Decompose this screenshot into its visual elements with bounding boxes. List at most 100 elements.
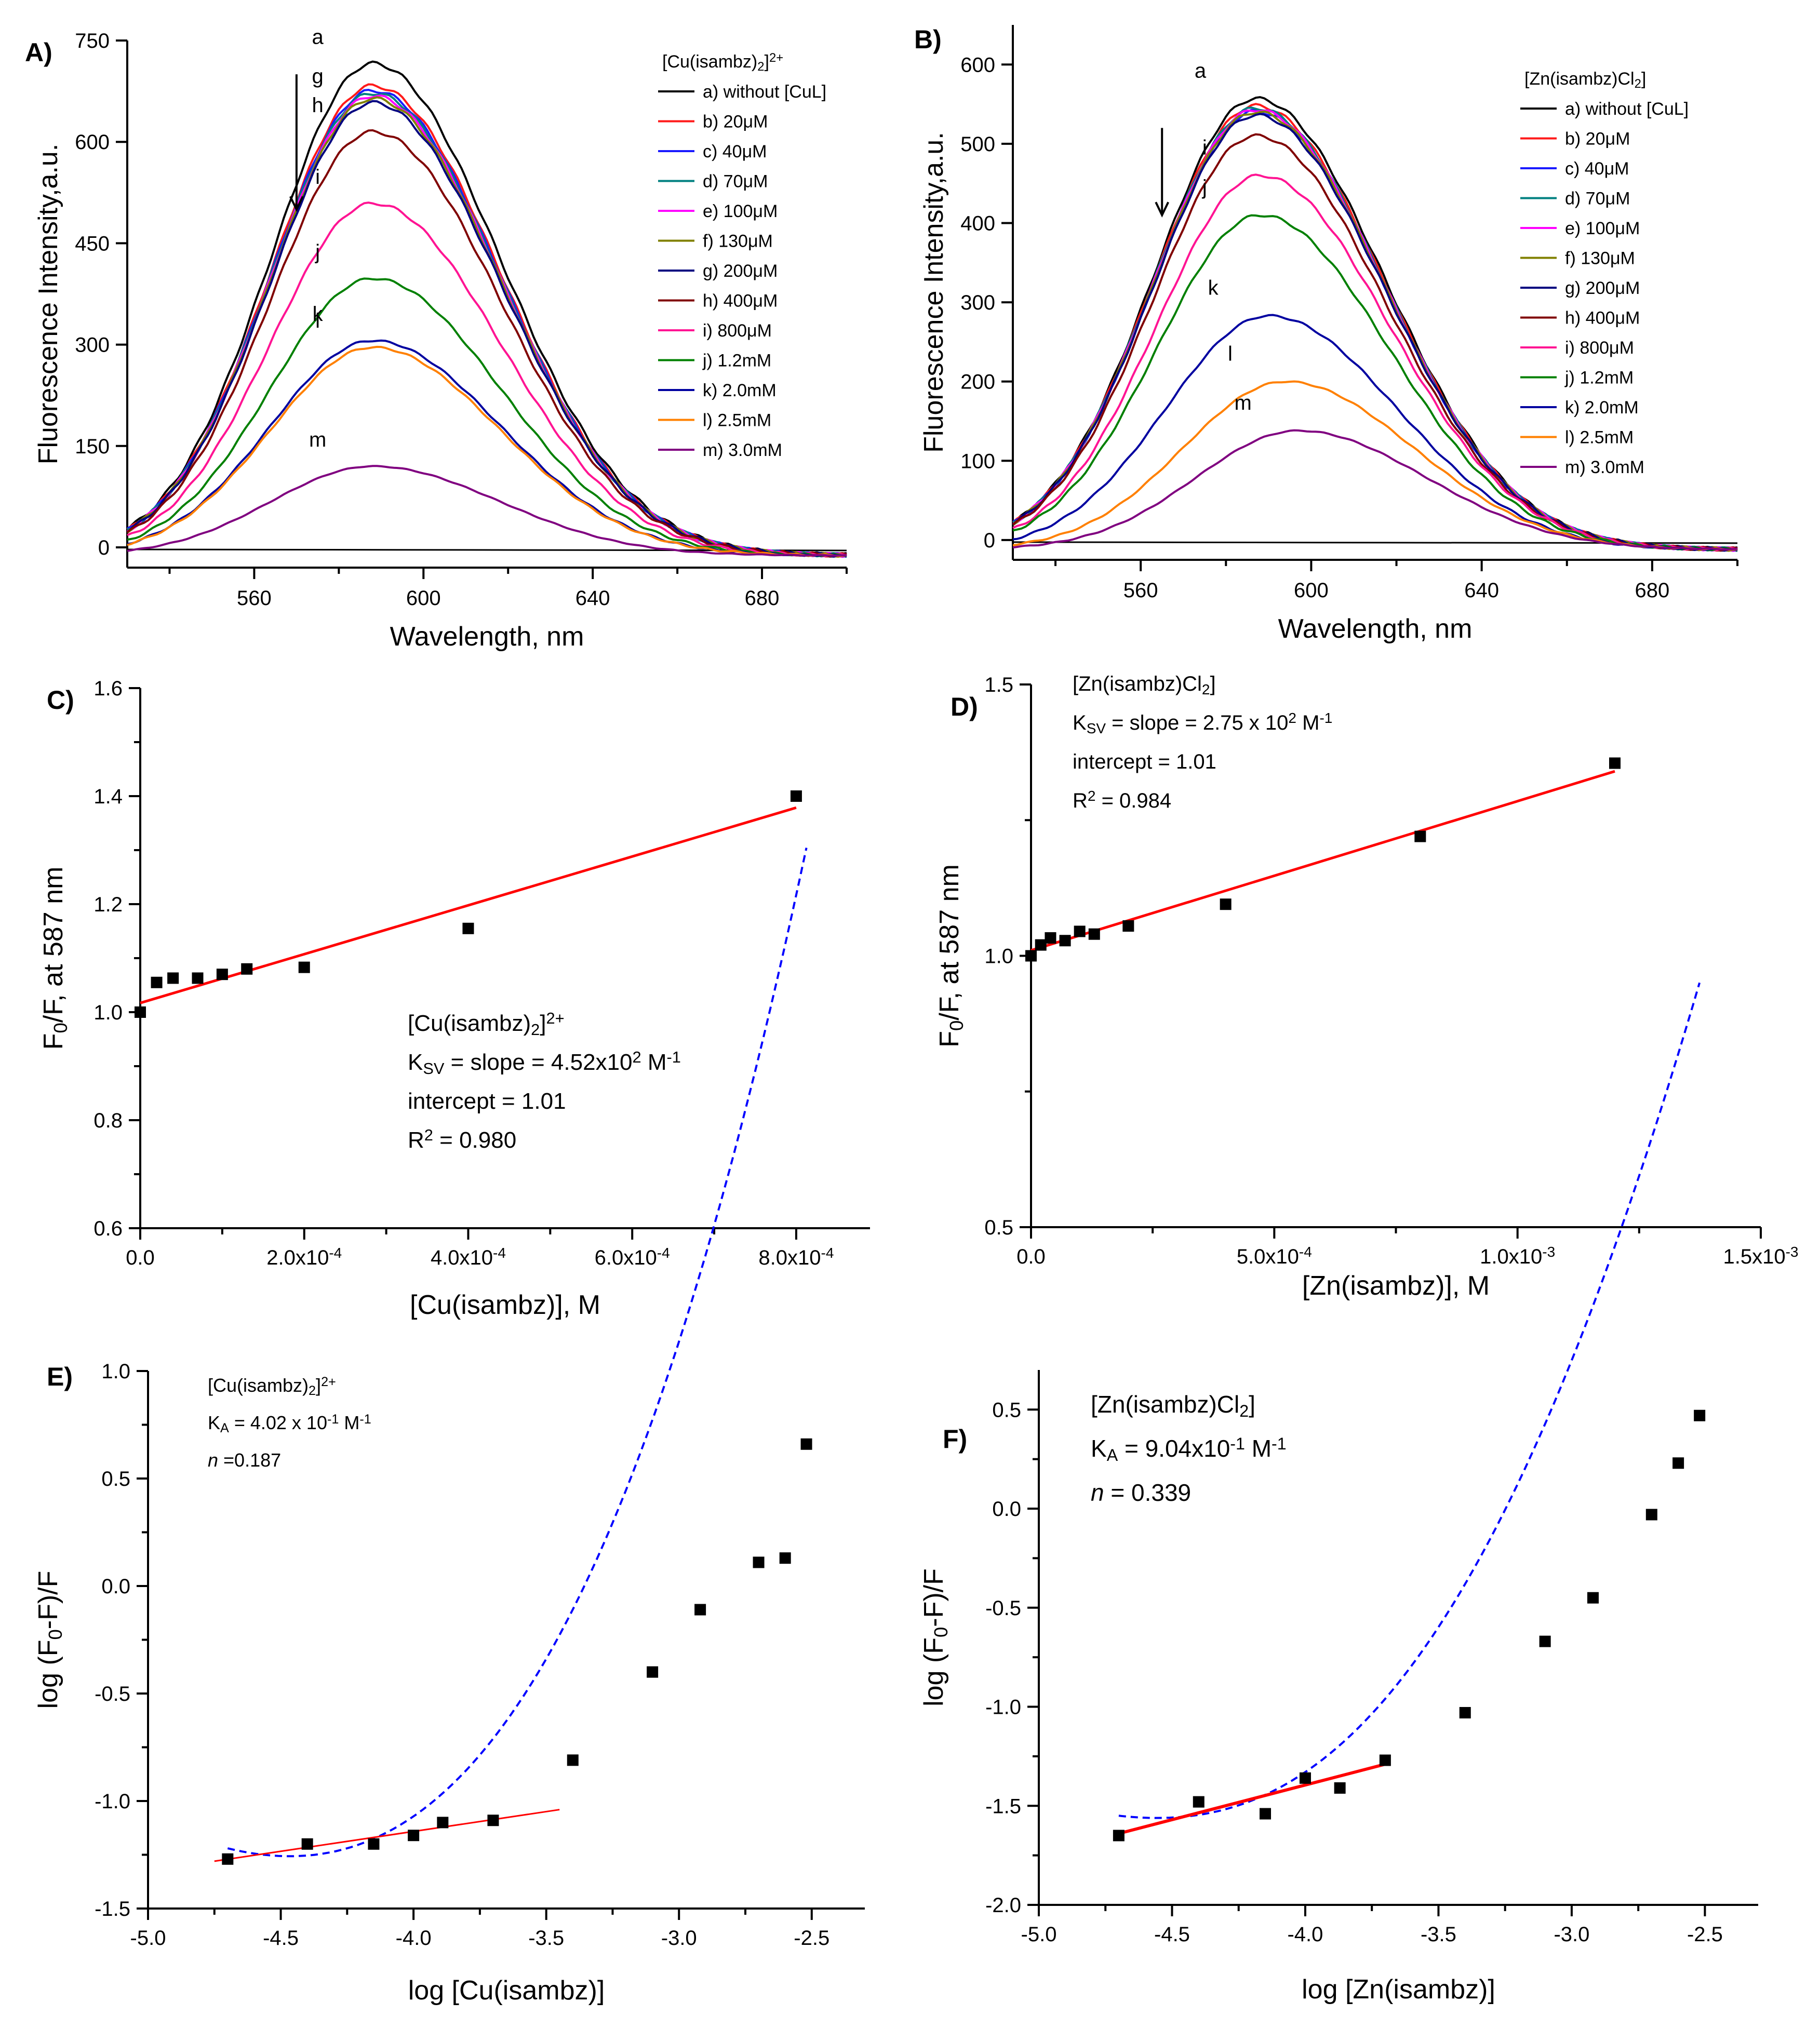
text-span: SV (423, 1059, 445, 1078)
legend-label: l) 2.5mM (703, 411, 771, 431)
text-span: 4.0x10 (431, 1246, 493, 1269)
text-span: ] (1249, 1391, 1255, 1418)
text-span: n (208, 1449, 218, 1471)
legend-label: m) 3.0mM (1565, 458, 1644, 477)
text-span: = 9.04x10 (1118, 1435, 1230, 1462)
annotation-line: KA = 9.04x10-1 M-1 (1091, 1434, 1287, 1464)
y-tick-label: 0.6 (93, 1217, 123, 1240)
annotation-line: [Cu(isambz)2]2+ (408, 1009, 565, 1039)
data-point (437, 1817, 449, 1829)
data-point (1113, 1830, 1125, 1842)
panel-e: -5.0 -4.5 -4.0 -3.5 -3.0 -2.5-1.5-1.0-0.50.00… (33, 848, 865, 2006)
text-span: [Cu(isambz) (208, 1375, 309, 1396)
x-tick-label: 560 (1123, 579, 1158, 602)
data-point (1025, 950, 1037, 962)
x-tick-label: 560 (237, 587, 272, 610)
data-point (1299, 1772, 1311, 1784)
text-span: -4.0 (396, 1927, 432, 1950)
text-span: K (208, 1412, 220, 1433)
text-span: F (38, 1033, 69, 1050)
data-point (1459, 1706, 1471, 1718)
x-tick-label: 8.0x10-4 (758, 1245, 834, 1269)
text-span: -1 (1272, 1434, 1287, 1453)
data-point (462, 922, 474, 934)
panel-label: B) (914, 25, 942, 54)
x-tick-label: 1.5x10-3 (1723, 1244, 1798, 1268)
legend-label: e) 100μM (1565, 219, 1640, 238)
data-point (301, 1838, 313, 1850)
text-span: = 0.984 (1095, 789, 1171, 812)
y-tick-label: 1.0 (101, 1360, 130, 1383)
text-span: -1 (327, 1412, 339, 1427)
text-span: A (220, 1421, 229, 1435)
y-tick-label: 1.0 (93, 1001, 123, 1024)
text-span: /F, at 587 nm (934, 864, 965, 1020)
text-span: M (641, 1050, 667, 1075)
panel-label: F) (943, 1425, 967, 1454)
x-tick-label: -5.0 (1021, 1923, 1057, 1946)
annotation-line: KA = 4.02 x 10-1 M-1 (208, 1412, 371, 1436)
legend-label: i) 800μM (1565, 338, 1634, 358)
data-point (241, 963, 253, 975)
text-span: 2 (757, 60, 764, 74)
legend-label: i) 800μM (703, 321, 772, 341)
text-span: [Zn(isambz)Cl (1091, 1391, 1239, 1418)
data-point (1045, 932, 1056, 944)
curve-label-a: a (312, 26, 324, 49)
legend-title: [Cu(isambz)2]2+ (662, 51, 783, 74)
text-span: ] (765, 52, 769, 72)
x-tick-label: -4.5 (263, 1927, 299, 1950)
text-span: 2 (1202, 681, 1210, 697)
y-tick-label: 1.5 (984, 674, 1013, 696)
curve-label-i: i (315, 166, 320, 189)
data-point (1035, 939, 1047, 951)
data-point (779, 1552, 791, 1564)
polynomial-fit-curve (1118, 982, 1701, 1819)
legend-label: b) 20μM (703, 112, 768, 132)
spectrum-i (127, 201, 847, 557)
y-tick-label: -1.5 (95, 1898, 130, 1920)
spectrum-m (127, 465, 847, 557)
x-tick-label: -4.5 (1154, 1923, 1190, 1946)
text-span: 8.0x10 (758, 1246, 821, 1269)
legend-label: k) 2.0mM (703, 381, 777, 400)
text-span: ] (540, 1011, 546, 1036)
text-span: -4.5 (263, 1927, 299, 1950)
annotation-line: KSV = slope = 2.75 x 102 M-1 (1073, 710, 1332, 736)
legend-label: d) 70μM (1565, 189, 1630, 209)
text-span: K (408, 1050, 423, 1075)
y-axis-label: F0/F, at 587 nm (38, 867, 71, 1050)
data-point (151, 976, 163, 988)
spectrum-l (127, 345, 847, 557)
legend: [Cu(isambz)2]2+ a) without [CuL] b) 20μM c)… (658, 51, 826, 460)
data-point (1609, 757, 1621, 769)
data-point (1193, 1796, 1205, 1808)
y-tick-label: 400 (960, 212, 995, 235)
down-arrow-icon (289, 196, 304, 212)
legend-label: f) 130μM (703, 232, 773, 251)
legend-label: k) 2.0mM (1565, 398, 1639, 418)
y-tick-label: 600 (75, 131, 110, 154)
text-span: 2+ (546, 1009, 565, 1027)
text-span: M (1245, 1435, 1272, 1462)
text-span: [Zn(isambz)Cl (1073, 673, 1202, 695)
data-point (1587, 1592, 1599, 1604)
curve-label-j: j (1202, 176, 1207, 199)
text-span: 2 (424, 1126, 433, 1144)
text-span: 2 (1239, 1402, 1249, 1420)
y-tick-label: 1.2 (93, 893, 123, 916)
panel-d: 0.0 5.0x10-4 1.0x10-3 1.5x10-30.51.01.5D)[Z… (934, 673, 1799, 1301)
legend-label: b) 20μM (1565, 129, 1630, 149)
annotation-line: [Zn(isambz)Cl2] (1091, 1391, 1255, 1420)
y-tick-label: 1.6 (93, 677, 123, 700)
text-span: F (934, 1031, 965, 1047)
annotation: [Cu(isambz)2]2+KSV = slope = 4.52x102 M-… (408, 1009, 681, 1153)
text-span: /F, at 587 nm (38, 867, 69, 1023)
text-span: ] (1210, 673, 1215, 695)
text-span: -3 (1542, 1244, 1555, 1260)
text-span: -3 (1786, 1244, 1799, 1260)
y-tick-label: -1.0 (95, 1790, 130, 1813)
text-span: A (1107, 1446, 1118, 1464)
y-tick-label: 0 (984, 529, 995, 552)
text-span: M (1296, 711, 1319, 734)
